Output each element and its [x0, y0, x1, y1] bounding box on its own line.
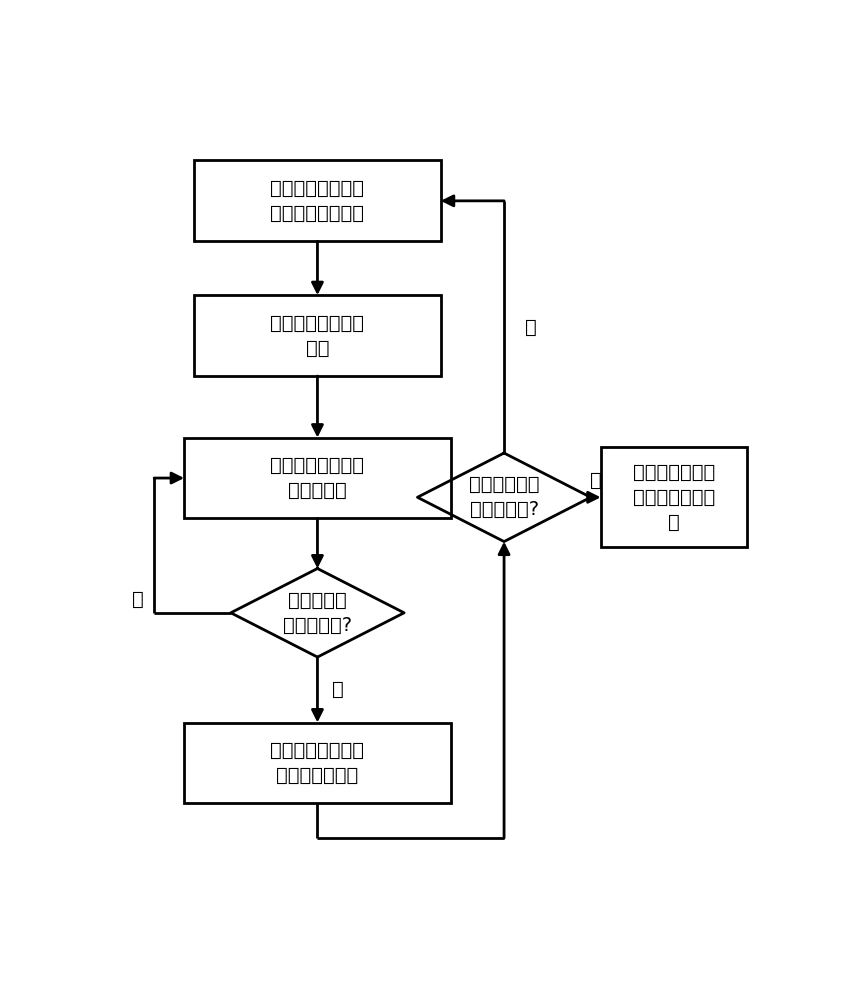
Bar: [184, 438, 451, 518]
Text: 否: 否: [132, 589, 144, 608]
Text: 初始化空时二维杂
波谱: 初始化空时二维杂 波谱: [270, 314, 365, 358]
Text: 满足迭代自
动停止条件?: 满足迭代自 动停止条件?: [283, 591, 352, 635]
Bar: [184, 723, 451, 803]
Text: 取出经脉冲压缩后
待检测单元的数据: 取出经脉冲压缩后 待检测单元的数据: [270, 179, 365, 223]
Text: 输出待检测单元的
空时二维杂波谱: 输出待检测单元的 空时二维杂波谱: [270, 741, 365, 785]
Text: 输出所有距离单
元空时二维杂波
谱: 输出所有距离单 元空时二维杂波 谱: [633, 463, 716, 532]
Bar: [194, 295, 440, 376]
Text: 是: 是: [590, 471, 602, 490]
Text: 所有待检测单
元处理完毕?: 所有待检测单 元处理完毕?: [469, 475, 539, 519]
Text: 是: 是: [332, 680, 343, 699]
Text: 否: 否: [525, 317, 537, 336]
Bar: [600, 447, 747, 547]
Text: 自适应的估计空时
二维杂波谱: 自适应的估计空时 二维杂波谱: [270, 456, 365, 500]
Bar: [194, 160, 440, 241]
